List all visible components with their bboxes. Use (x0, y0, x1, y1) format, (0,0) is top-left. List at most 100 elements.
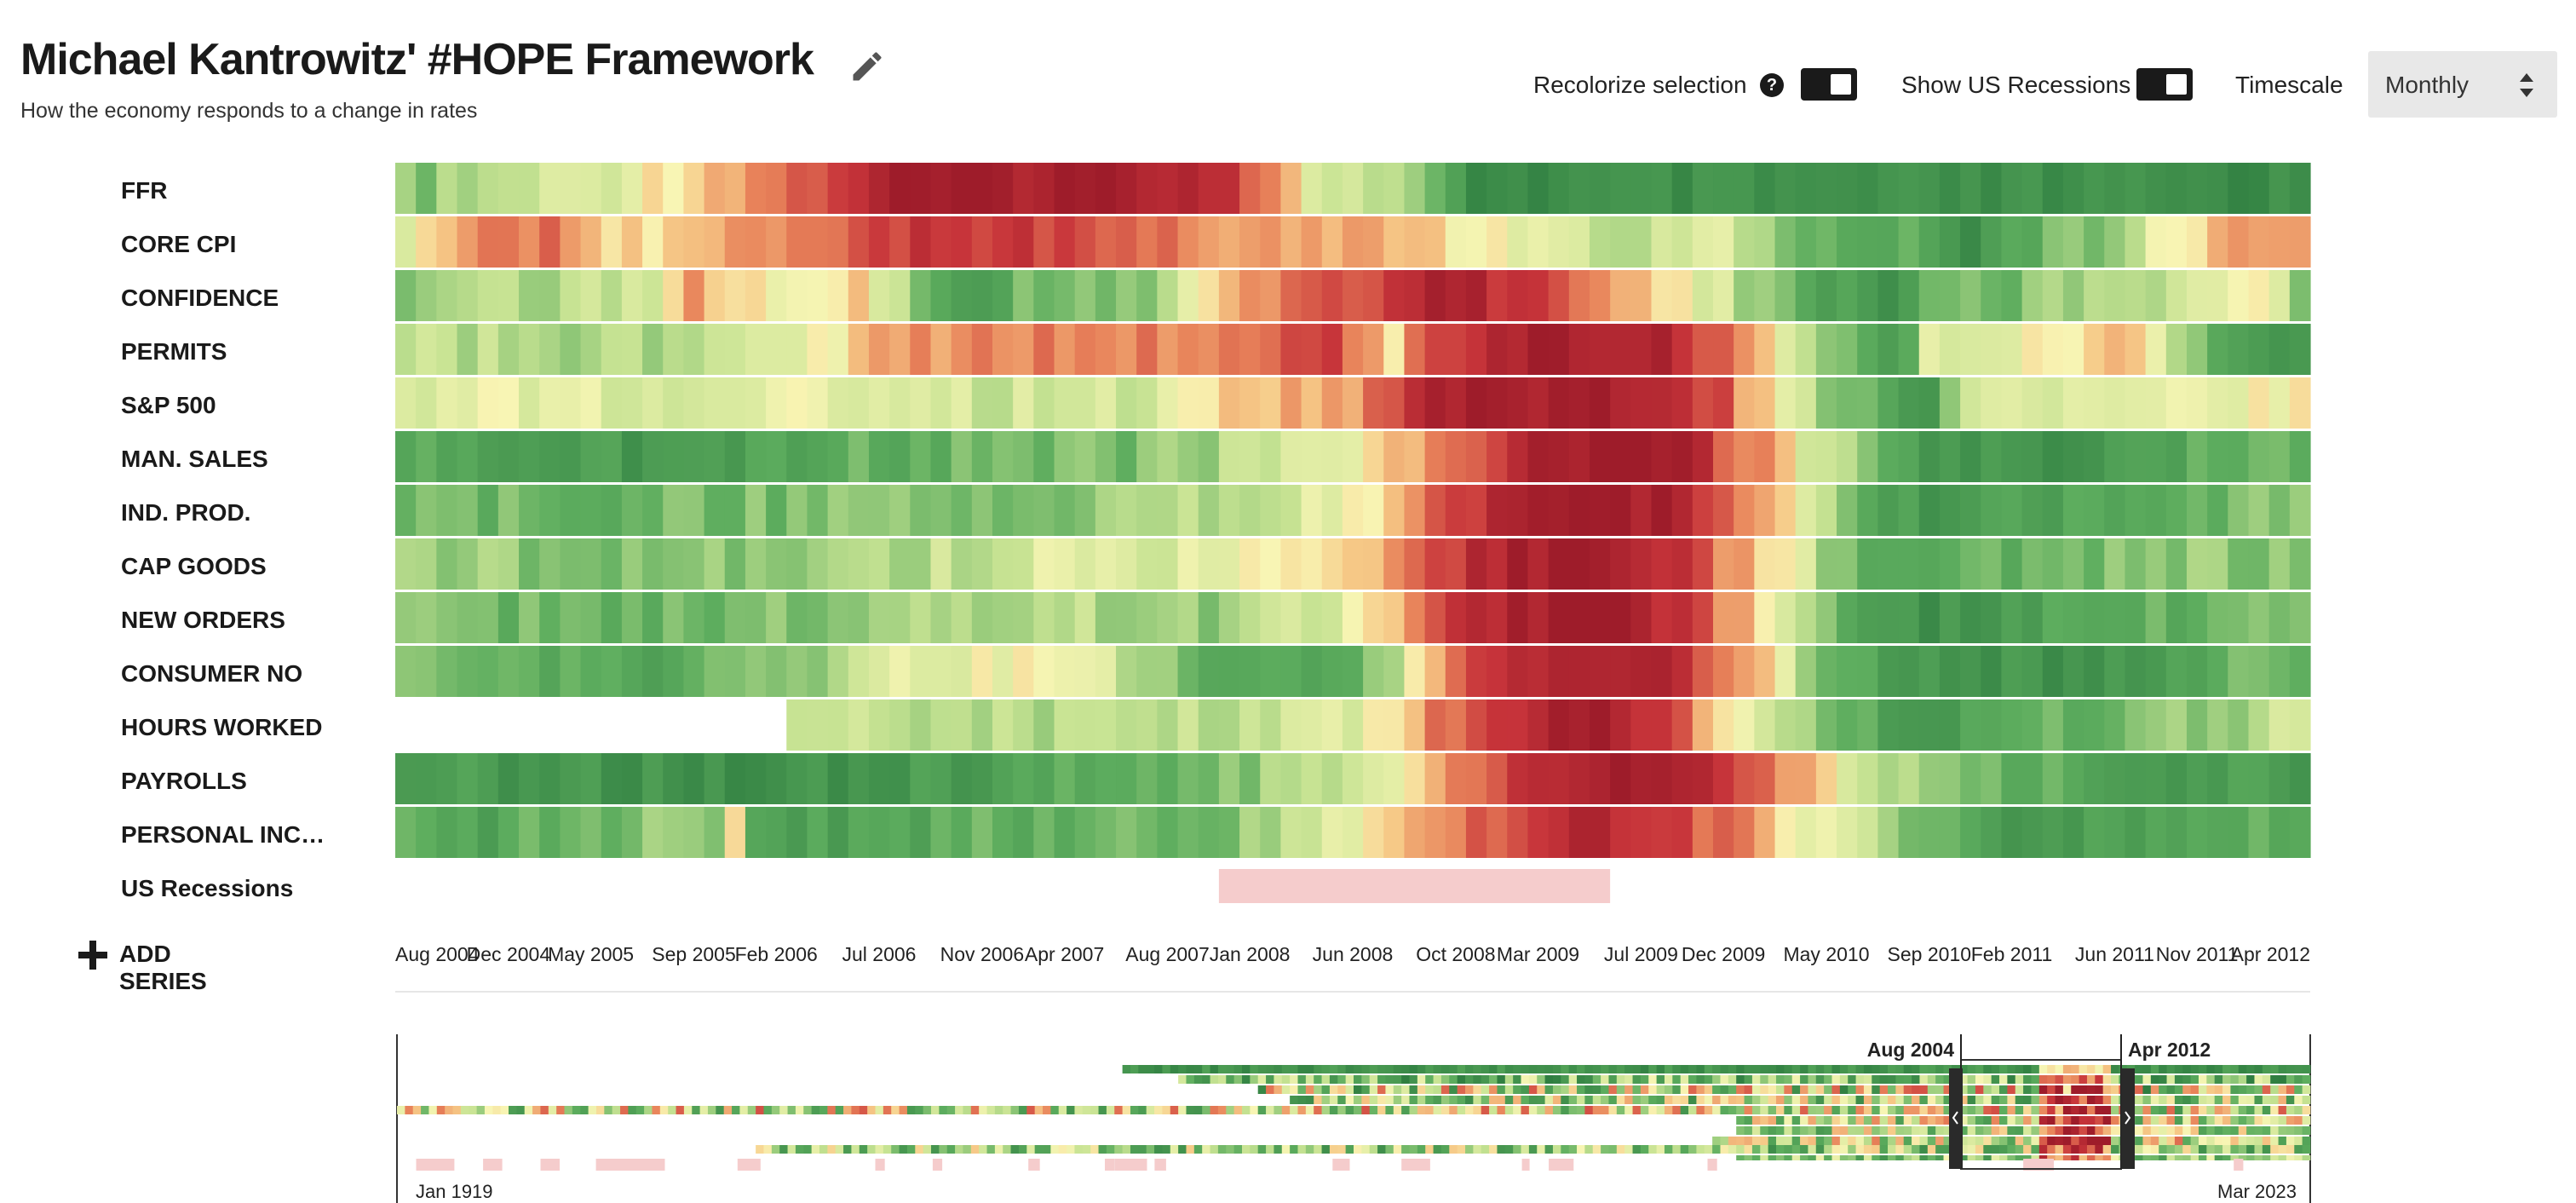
heatmap-cell[interactable] (1630, 485, 1653, 536)
heatmap-cell[interactable] (1734, 807, 1755, 858)
heatmap-cell[interactable] (497, 377, 520, 429)
heatmap-cell[interactable] (848, 753, 870, 804)
heatmap-cell[interactable] (1280, 324, 1302, 375)
heatmap-cell[interactable] (1671, 485, 1693, 536)
heatmap-cell[interactable] (827, 163, 849, 214)
heatmap-cell[interactable] (1857, 324, 1878, 375)
heatmap-cell[interactable] (497, 646, 520, 697)
heatmap-cell[interactable] (1116, 538, 1137, 590)
heatmap-cell[interactable] (1734, 592, 1755, 643)
heatmap-cell[interactable] (1136, 753, 1158, 804)
heatmap-cell[interactable] (1630, 270, 1653, 321)
heatmap-cell[interactable] (1939, 216, 1961, 268)
heatmap-cell[interactable] (1568, 807, 1590, 858)
heatmap-cell[interactable] (1095, 646, 1117, 697)
heatmap-cell[interactable] (1013, 646, 1034, 697)
heatmap-cell[interactable] (1301, 377, 1323, 429)
heatmap-cell[interactable] (1239, 485, 1261, 536)
heatmap-cell[interactable] (2042, 377, 2064, 429)
heatmap-cell[interactable] (1280, 270, 1302, 321)
heatmap-cell[interactable] (1054, 270, 1076, 321)
heatmap-cell[interactable] (1837, 163, 1858, 214)
heatmap-cell[interactable] (436, 807, 458, 858)
heatmap-cell[interactable] (1074, 538, 1096, 590)
heatmap-cell[interactable] (1218, 699, 1240, 751)
heatmap-cell[interactable] (683, 163, 705, 214)
heatmap-cell[interactable] (601, 753, 623, 804)
recolorize-toggle[interactable] (1801, 68, 1857, 101)
heatmap-cell[interactable] (1424, 216, 1446, 268)
heatmap-cell[interactable] (724, 753, 746, 804)
heatmap-cell[interactable] (2145, 538, 2167, 590)
heatmap-cell[interactable] (1877, 485, 1900, 536)
heatmap-cell[interactable] (1507, 163, 1529, 214)
heatmap-cell[interactable] (1548, 270, 1570, 321)
heatmap-cell[interactable] (2145, 163, 2167, 214)
heatmap-cell[interactable] (519, 592, 540, 643)
heatmap-cell[interactable] (395, 753, 417, 804)
heatmap-cell[interactable] (1383, 431, 1406, 482)
heatmap-cell[interactable] (745, 485, 767, 536)
heatmap-cell[interactable] (1280, 753, 1302, 804)
heatmap-cell[interactable] (848, 485, 870, 536)
heatmap-cell[interactable] (1013, 753, 1034, 804)
heatmap-cell[interactable] (1116, 270, 1137, 321)
heatmap-cell[interactable] (2248, 324, 2270, 375)
heatmap-cell[interactable] (1527, 753, 1550, 804)
heatmap-cell[interactable] (868, 270, 890, 321)
heatmap-cell[interactable] (1383, 646, 1406, 697)
heatmap-cell[interactable] (1589, 538, 1611, 590)
heatmap-cell[interactable] (2084, 699, 2105, 751)
heatmap-cell[interactable] (992, 163, 1014, 214)
heatmap-cell[interactable] (1527, 485, 1550, 536)
heatmap-cell[interactable] (2021, 753, 2044, 804)
heatmap-cell[interactable] (2289, 324, 2311, 375)
heatmap-cell[interactable] (1177, 270, 1199, 321)
heatmap-cell[interactable] (1136, 538, 1158, 590)
heatmap-cell[interactable] (601, 377, 623, 429)
heatmap-cell[interactable] (724, 538, 746, 590)
heatmap-cell[interactable] (2268, 324, 2291, 375)
heatmap-cell[interactable] (766, 324, 787, 375)
heatmap-cell[interactable] (663, 592, 685, 643)
heatmap-cell[interactable] (951, 324, 973, 375)
heatmap-cell[interactable] (1218, 377, 1240, 429)
heatmap-cell[interactable] (786, 163, 808, 214)
heatmap-cell[interactable] (1734, 646, 1755, 697)
heatmap-cell[interactable] (1837, 646, 1858, 697)
heatmap-cell[interactable] (2001, 699, 2023, 751)
heatmap-cell[interactable] (1981, 163, 2003, 214)
heatmap-cell[interactable] (539, 377, 561, 429)
heatmap-cell[interactable] (1321, 807, 1343, 858)
heatmap-cell[interactable] (1486, 377, 1508, 429)
heatmap-cell[interactable] (1960, 377, 1981, 429)
heatmap-cell[interactable] (2228, 324, 2250, 375)
heatmap-cell[interactable] (1507, 324, 1529, 375)
heatmap-cell[interactable] (1857, 270, 1878, 321)
heatmap-cell[interactable] (663, 753, 685, 804)
heatmap-cell[interactable] (930, 270, 952, 321)
heatmap-cell[interactable] (2125, 592, 2147, 643)
heatmap-cell[interactable] (1774, 324, 1797, 375)
heatmap-cell[interactable] (642, 270, 664, 321)
heatmap-cell[interactable] (1054, 431, 1076, 482)
heatmap-cell[interactable] (1734, 538, 1755, 590)
heatmap-cell[interactable] (2289, 431, 2311, 482)
heatmap-cell[interactable] (2021, 646, 2044, 697)
heatmap-cell[interactable] (1095, 216, 1117, 268)
heatmap-cell[interactable] (1734, 270, 1755, 321)
heatmap-cell[interactable] (1898, 807, 1920, 858)
heatmap-cell[interactable] (1981, 216, 2003, 268)
heatmap-cell[interactable] (992, 324, 1014, 375)
heatmap-cell[interactable] (1774, 216, 1797, 268)
heatmap-cell[interactable] (1424, 753, 1446, 804)
heatmap-cell[interactable] (1713, 377, 1734, 429)
heatmap-cell[interactable] (1404, 485, 1426, 536)
heatmap-cell[interactable] (1713, 431, 1734, 482)
heatmap-cell[interactable] (497, 270, 520, 321)
heatmap-cell[interactable] (992, 431, 1014, 482)
heatmap-cell[interactable] (497, 592, 520, 643)
heatmap-cell[interactable] (1918, 377, 1941, 429)
heatmap-cell[interactable] (436, 592, 458, 643)
heatmap-cell[interactable] (2186, 592, 2208, 643)
